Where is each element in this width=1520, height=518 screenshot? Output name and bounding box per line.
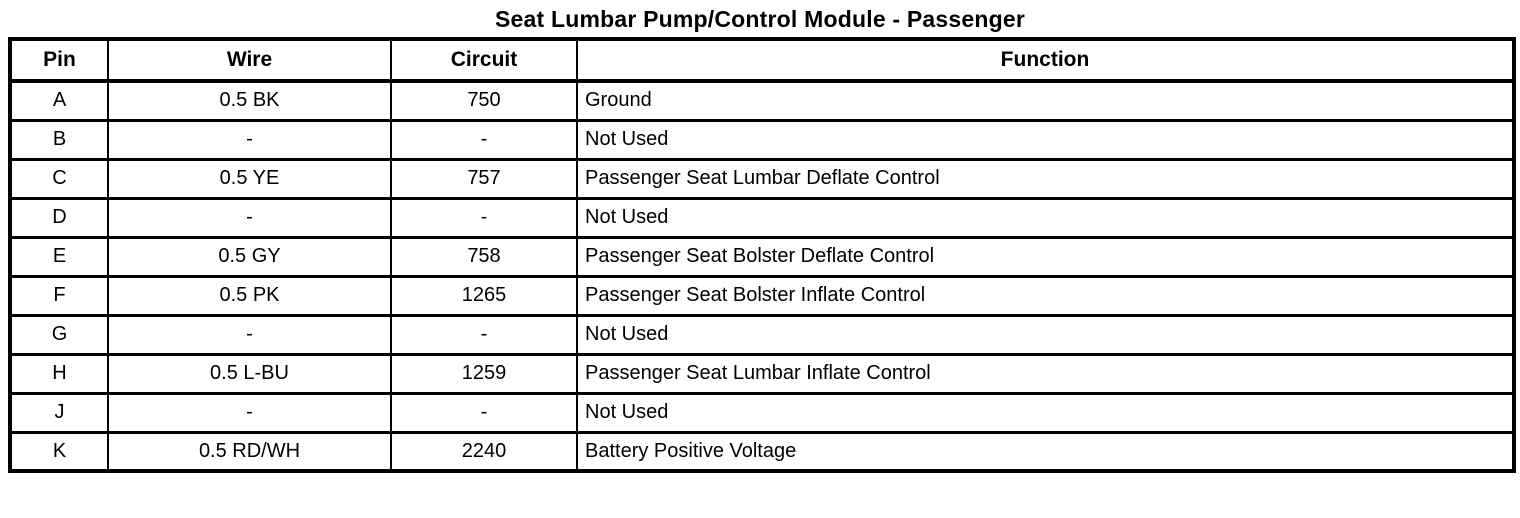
table-row: K 0.5 RD/WH 2240 Battery Positive Voltage [9, 430, 1515, 473]
pinout-table: Pin Wire Circuit Function A 0.5 BK 750 Grou… [8, 37, 1516, 473]
pinout-table-header: Pin Wire Circuit Function [9, 38, 1515, 83]
column-header-pin: Pin [9, 38, 109, 83]
table-row: J - - Not Used [9, 391, 1515, 434]
pinout-table-body: A 0.5 BK 750 Ground B - - Not Used C 0.5 YE 757 Pas… [9, 79, 1515, 473]
pin-cell: H [9, 352, 109, 395]
circuit-cell: 750 [390, 79, 578, 122]
function-cell: Battery Positive Voltage [576, 430, 1515, 473]
wire-cell: - [107, 118, 392, 161]
wire-cell: 0.5 GY [107, 235, 392, 278]
function-cell: Passenger Seat Lumbar Inflate Control [576, 352, 1515, 395]
pin-cell: G [9, 313, 109, 356]
wire-cell: - [107, 391, 392, 434]
function-cell: Not Used [576, 391, 1515, 434]
function-cell: Not Used [576, 196, 1515, 239]
wire-cell: 0.5 RD/WH [107, 430, 392, 473]
circuit-cell: 758 [390, 235, 578, 278]
table-row: H 0.5 L-BU 1259 Passenger Seat Lumbar Infla… [9, 352, 1515, 395]
table-row: D - - Not Used [9, 196, 1515, 239]
wire-cell: 0.5 BK [107, 79, 392, 122]
circuit-cell: - [390, 313, 578, 356]
wire-cell: - [107, 196, 392, 239]
wire-cell: - [107, 313, 392, 356]
circuit-cell: 1265 [390, 274, 578, 317]
function-cell: Not Used [576, 118, 1515, 161]
page-title: Seat Lumbar Pump/Control Module - Passen… [494, 6, 1025, 32]
pin-cell: J [9, 391, 109, 434]
table-row: F 0.5 PK 1265 Passenger Seat Bolster Inflat… [9, 274, 1515, 317]
wire-cell: 0.5 L-BU [107, 352, 392, 395]
table-row: E 0.5 GY 758 Passenger Seat Bolster Deflate… [9, 235, 1515, 278]
table-row: G - - Not Used [9, 313, 1515, 356]
table-row: C 0.5 YE 757 Passenger Seat Lumbar Deflate … [9, 157, 1515, 200]
pin-cell: A [9, 79, 109, 122]
table-row: A 0.5 BK 750 Ground [9, 79, 1515, 122]
wire-cell: 0.5 PK [107, 274, 392, 317]
pin-cell: B [9, 118, 109, 161]
pin-cell: D [9, 196, 109, 239]
table-row: B - - Not Used [9, 118, 1515, 161]
wire-cell: 0.5 YE [107, 157, 392, 200]
function-cell: Passenger Seat Bolster Deflate Control [576, 235, 1515, 278]
circuit-cell: - [390, 391, 578, 434]
circuit-cell: 757 [390, 157, 578, 200]
column-header-wire: Wire [107, 38, 392, 83]
pin-cell: K [9, 430, 109, 473]
circuit-cell: 2240 [390, 430, 578, 473]
function-cell: Not Used [576, 313, 1515, 356]
circuit-cell: - [390, 196, 578, 239]
function-cell: Passenger Seat Bolster Inflate Control [576, 274, 1515, 317]
column-header-circuit: Circuit [390, 38, 578, 83]
column-header-function: Function [576, 38, 1515, 83]
pin-cell: C [9, 157, 109, 200]
pin-cell: F [9, 274, 109, 317]
function-cell: Passenger Seat Lumbar Deflate Control [576, 157, 1515, 200]
circuit-cell: 1259 [390, 352, 578, 395]
function-cell: Ground [576, 79, 1515, 122]
pin-cell: E [9, 235, 109, 278]
circuit-cell: - [390, 118, 578, 161]
header-row: Pin Wire Circuit Function [9, 38, 1515, 83]
